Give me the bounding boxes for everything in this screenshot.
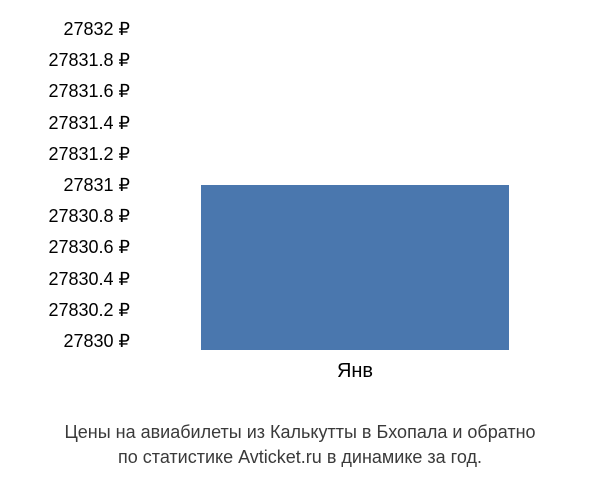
caption-line2: по статистике Avticket.ru в динамике за … [118,447,482,467]
y-tick: 27830.8 ₽ [20,207,130,225]
y-tick: 27831.4 ₽ [20,114,130,132]
y-tick: 27831.6 ₽ [20,82,130,100]
x-axis: Янв [135,360,575,383]
y-tick: 27831.2 ₽ [20,145,130,163]
plot-area [135,20,575,350]
x-tick-jan: Янв [337,360,373,383]
y-tick: 27831 ₽ [20,176,130,194]
y-tick: 27831.8 ₽ [20,51,130,69]
y-tick: 27830.4 ₽ [20,270,130,288]
y-axis: 27832 ₽ 27831.8 ₽ 27831.6 ₽ 27831.4 ₽ 27… [20,20,130,350]
chart-caption: Цены на авиабилеты из Калькутты в Бхопал… [0,420,600,470]
caption-line1: Цены на авиабилеты из Калькутты в Бхопал… [64,422,535,442]
chart-container: 27832 ₽ 27831.8 ₽ 27831.6 ₽ 27831.4 ₽ 27… [20,20,580,400]
y-tick: 27830 ₽ [20,332,130,350]
y-tick: 27830.2 ₽ [20,301,130,319]
bar-jan [201,185,509,350]
y-tick: 27830.6 ₽ [20,238,130,256]
y-tick: 27832 ₽ [20,20,130,38]
